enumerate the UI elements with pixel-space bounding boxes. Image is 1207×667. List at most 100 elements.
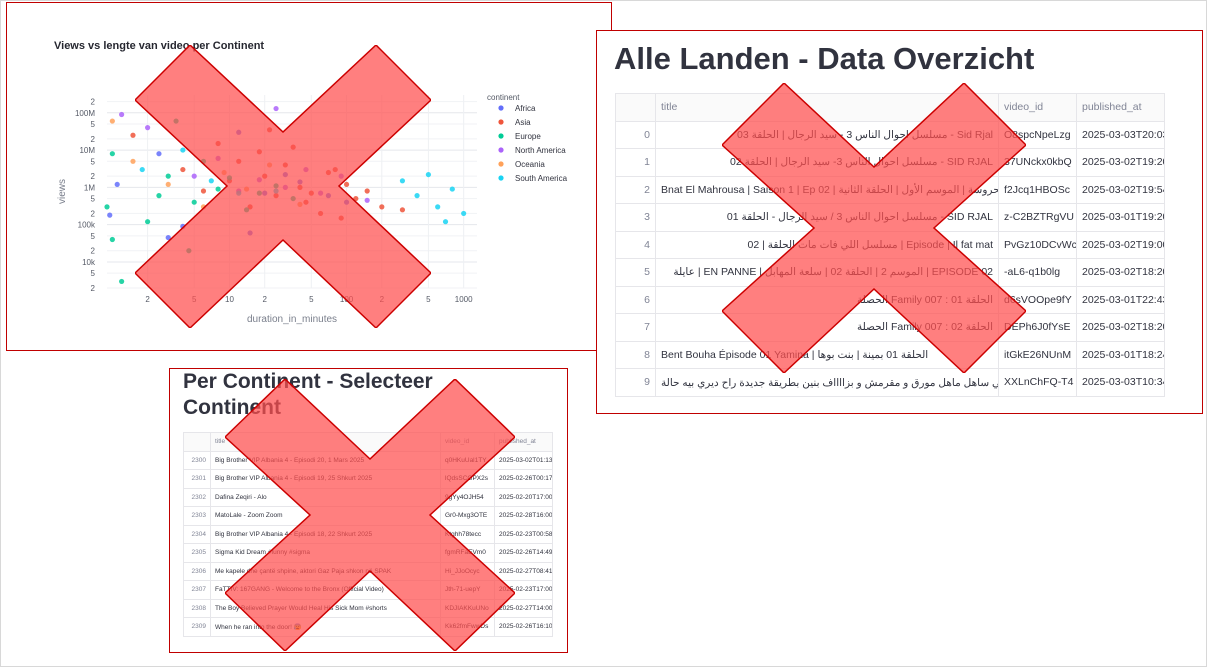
column-header-published-at[interactable]: published_at	[1076, 93, 1165, 122]
y-tick-label: 5	[91, 232, 96, 241]
row-title: البوراك التركي ساهل ماهل مورق و مقرمش و …	[655, 368, 999, 397]
table-row[interactable]: 2300 Big Brother VIP Albania 4 - Episodi …	[183, 450, 553, 470]
x-tick-label: 5	[192, 295, 197, 304]
row-title: مسلسل اللي فات مات الحلقة | 02 | Episode…	[655, 230, 999, 259]
row-published-at: 2025-03-01T22:43:	[1076, 285, 1165, 314]
legend-item: North America	[515, 146, 566, 155]
row-title: The Boy Believed Prayer Would Heal His S…	[210, 598, 441, 618]
row-published-at: 2025-02-23T17:00:	[494, 580, 553, 600]
row-index: 1	[615, 148, 656, 177]
column-header-video-id[interactable]: video_id	[998, 93, 1077, 122]
data-point-europe	[104, 204, 110, 210]
table-row[interactable]: 3 مسلسل احوال الناس 3 / سيد الرجال - الحل…	[615, 203, 1165, 232]
data-point-north-america	[282, 184, 288, 190]
row-video-id: KDJIAKKuUNo	[440, 598, 495, 618]
row-index: 2302	[183, 487, 211, 507]
table-row[interactable]: 5 عايلة | EN PANNE | الموسم 2 | الحلقة 02…	[615, 258, 1165, 287]
y-tick-label: 100k	[78, 221, 96, 230]
data-point-north-america	[317, 190, 324, 196]
row-index: 2303	[183, 506, 211, 526]
column-header-video-id[interactable]: video_id	[440, 432, 495, 452]
data-point-africa	[282, 171, 288, 178]
data-point-asia	[266, 127, 273, 133]
column-header-title[interactable]: title	[655, 93, 999, 122]
column-header-index[interactable]	[183, 432, 211, 452]
table-row[interactable]: 7 الحصلة Family 007 : الحلقة 02 DEPh6J0fYs…	[615, 313, 1165, 342]
table-row[interactable]: 8 Bent Bouha Épisode 01 Yamina | الحلقة 0…	[615, 340, 1165, 369]
row-video-id: z-C2BZTRgVU	[998, 203, 1077, 232]
table-row[interactable]: 9البوراك التركي ساهل ماهل مورق و مقرمش و…	[615, 368, 1165, 397]
row-published-at: 2025-03-02T01:13:	[494, 450, 553, 470]
table-row[interactable]: 2309 When he ran into the door! 😰 Kk62fmFw…	[183, 617, 553, 637]
row-index: 7	[615, 313, 656, 342]
row-title: Dafina Zeqiri - Alo	[210, 487, 441, 507]
data-point-south-america	[435, 204, 441, 210]
row-video-id: Hi_JJoOcyc	[440, 561, 495, 581]
data-point-south-america	[208, 178, 214, 184]
data-point-north-america	[256, 177, 262, 183]
row-index: 0	[615, 120, 656, 149]
table-row[interactable]: 2304 Big Brother VIP Albania 4 - Episodi …	[183, 524, 553, 544]
column-header-index[interactable]	[615, 93, 656, 122]
table-row[interactable]: 2308 The Boy Believed Prayer Would Heal H…	[183, 598, 553, 618]
data-point-europe	[109, 151, 115, 157]
scatter-chart-panel: Views vs lengte van video per Continent …	[6, 2, 612, 351]
scatter-chart: 2 5 10k 2 5 100k 2 5 1M 2 5 10M 2 5 100M 2 2 5 10 2 5 100 2 5 10…	[57, 93, 568, 325]
row-published-at: 2025-02-27T08:41:	[494, 561, 553, 581]
data-point-asia	[282, 162, 288, 168]
row-title: الحصلة Family 007 : الحلقة 02	[655, 313, 999, 342]
data-point-europe	[165, 173, 171, 179]
row-video-id: Ktghh78tecc	[440, 524, 495, 544]
row-published-at: 2025-02-26T00:17:	[494, 469, 553, 489]
y-tick-label: 2	[91, 209, 96, 218]
data-point-asia	[236, 158, 242, 164]
table-row[interactable]: 6 الحصلة Family 007 : الحلقة 01 d6sVOOpe9f…	[615, 285, 1165, 314]
y-tick-label: 10M	[79, 146, 95, 155]
column-header-published-at[interactable]: published_at	[494, 432, 553, 452]
table-row[interactable]: 1 مسلسل احوال الناس 3- سيد الرجال | الحلق…	[615, 148, 1165, 177]
row-video-id: Gr0-Mxg3OTE	[440, 506, 495, 526]
table-row[interactable]: 2303 MatoLale - Zoom Zoom Gr0-Mxg3OTE 2025-…	[183, 506, 553, 526]
y-tick-label: 5	[91, 269, 96, 278]
data-point-asia	[297, 184, 303, 190]
data-point-asia	[262, 173, 268, 179]
y-tick-label: 5	[91, 157, 96, 166]
data-point-asia	[364, 188, 370, 194]
row-video-id: fgmRFaEVm0	[440, 543, 495, 563]
data-point-asia	[353, 195, 359, 202]
table-row[interactable]: 2305 Sigma Kid Dream #funny #sigma fgmRFaE…	[183, 543, 553, 563]
data-point-south-america	[442, 219, 449, 225]
table-row[interactable]: 0 مسلسل احوال الناس 3 - سيد الرجال | الحل…	[615, 120, 1165, 149]
column-header-title[interactable]: title	[210, 432, 441, 452]
table-row[interactable]: 4 مسلسل اللي فات مات الحلقة | 02 | Episod…	[615, 230, 1165, 259]
all-countries-panel: Alle Landen - Data Overzicht title video…	[596, 30, 1203, 414]
x-tick-label: 5	[426, 295, 431, 304]
per-continent-table[interactable]: title video_id published_at 2300 Big Brot…	[183, 432, 553, 637]
row-index: 9	[615, 368, 656, 397]
table-row[interactable]: 2301 Big Brother VIP Albania 4 - Episodi …	[183, 469, 553, 489]
row-title: مسلسل احوال الناس 3 - سيد الرجال | الحلق…	[655, 120, 999, 149]
row-title: FaTTIV: 167GANG - Welcome to the Bronx (…	[210, 580, 441, 600]
data-point-south-america	[425, 171, 432, 178]
data-point-asia	[256, 149, 262, 155]
table-row[interactable]: 2307 FaTTIV: 167GANG - Welcome to the Bro…	[183, 580, 553, 600]
per-continent-panel: Per Continent - Selecteer Continent titl…	[169, 368, 568, 653]
row-title: Me kapele dhe çantë shpine, aktori Gaz P…	[210, 561, 441, 581]
data-point-africa	[114, 181, 120, 188]
data-point-asia	[343, 181, 350, 188]
data-point-asia	[200, 188, 207, 194]
data-point-asia	[308, 190, 314, 196]
all-countries-table[interactable]: title video_id published_at 0 مسلسل احوال…	[615, 93, 1165, 397]
data-point-oceania	[221, 169, 227, 176]
table-row[interactable]: 2302 Dafina Zeqiri - Alo 9gYy4OJH54 2025-02…	[183, 487, 553, 507]
table-row[interactable]: 2306 Me kapele dhe çantë shpine, aktori G…	[183, 561, 553, 581]
data-point-europe	[119, 278, 125, 285]
row-video-id: XXLnChFQ-T4	[998, 368, 1077, 397]
row-title: عايلة | EN PANNE | الموسم 2 | الحلقة 02 …	[655, 258, 999, 287]
data-point-asia	[399, 207, 406, 213]
data-point-europe	[290, 195, 296, 202]
x-tick-label: 2	[262, 295, 267, 304]
row-published-at: 2025-03-02T19:20:	[1076, 148, 1165, 177]
data-point-africa	[156, 151, 162, 157]
